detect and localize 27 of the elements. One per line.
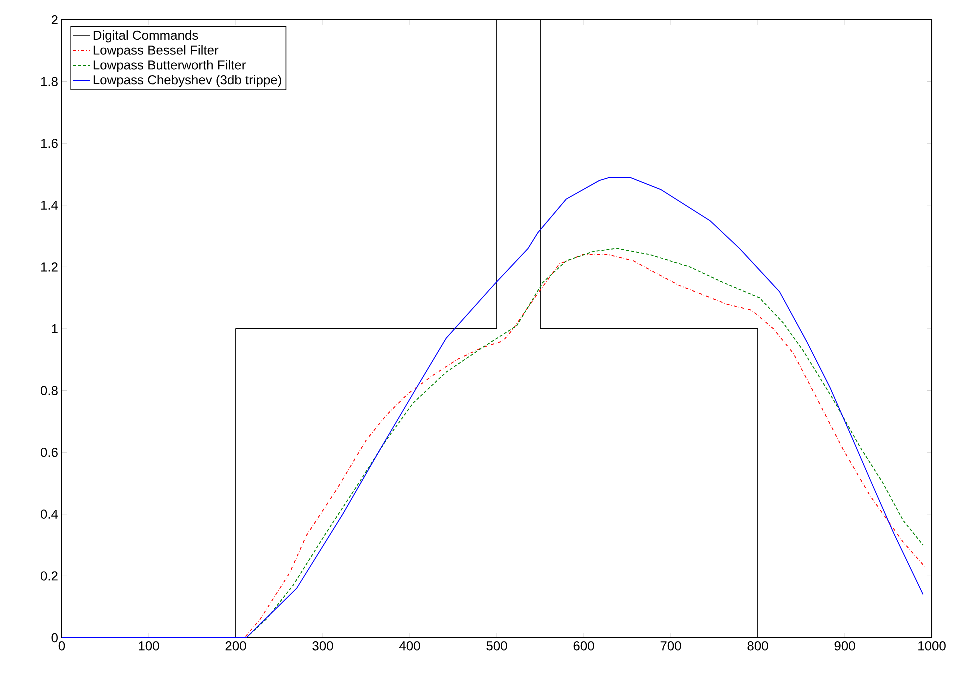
y-tick-label: 2 <box>52 15 58 25</box>
legend-label: Lowpass Chebyshev (3db trippe) <box>94 75 282 88</box>
line-series <box>62 177 924 638</box>
x-tick-label: 0 <box>58 642 66 651</box>
y-tick-label: 1.2 <box>41 262 58 272</box>
legend-label: Lowpass Butterworth Filter <box>94 60 246 72</box>
y-tick-label: 0 <box>52 633 58 643</box>
y-tick-label: 1.6 <box>41 139 58 148</box>
y-tick-label: 1 <box>52 324 58 334</box>
x-tick-label: 700 <box>660 642 682 651</box>
y-tick-label: 0.6 <box>40 448 58 458</box>
x-tick-label: 400 <box>400 642 420 651</box>
x-tick-label: 900 <box>834 642 856 651</box>
y-tick-label: 1.4 <box>41 200 58 210</box>
y-tick-label: 1.8 <box>41 77 58 86</box>
x-tick-label: 1000 <box>918 642 946 651</box>
legend-label: Digital Commands <box>94 30 198 43</box>
x-tick-label: 600 <box>574 642 594 651</box>
x-tick-label: 200 <box>226 642 246 651</box>
x-tick-label: 100 <box>139 642 160 651</box>
x-tick-label: 300 <box>312 642 334 651</box>
y-tick-label: 0.2 <box>40 572 58 581</box>
x-tick-label: 500 <box>486 642 508 651</box>
x-tick-label: 800 <box>748 642 768 651</box>
y-tick-label: 0.8 <box>40 386 58 396</box>
legend-label: Lowpass Bessel Filter <box>94 45 219 58</box>
y-tick-label: 0.4 <box>40 510 58 519</box>
